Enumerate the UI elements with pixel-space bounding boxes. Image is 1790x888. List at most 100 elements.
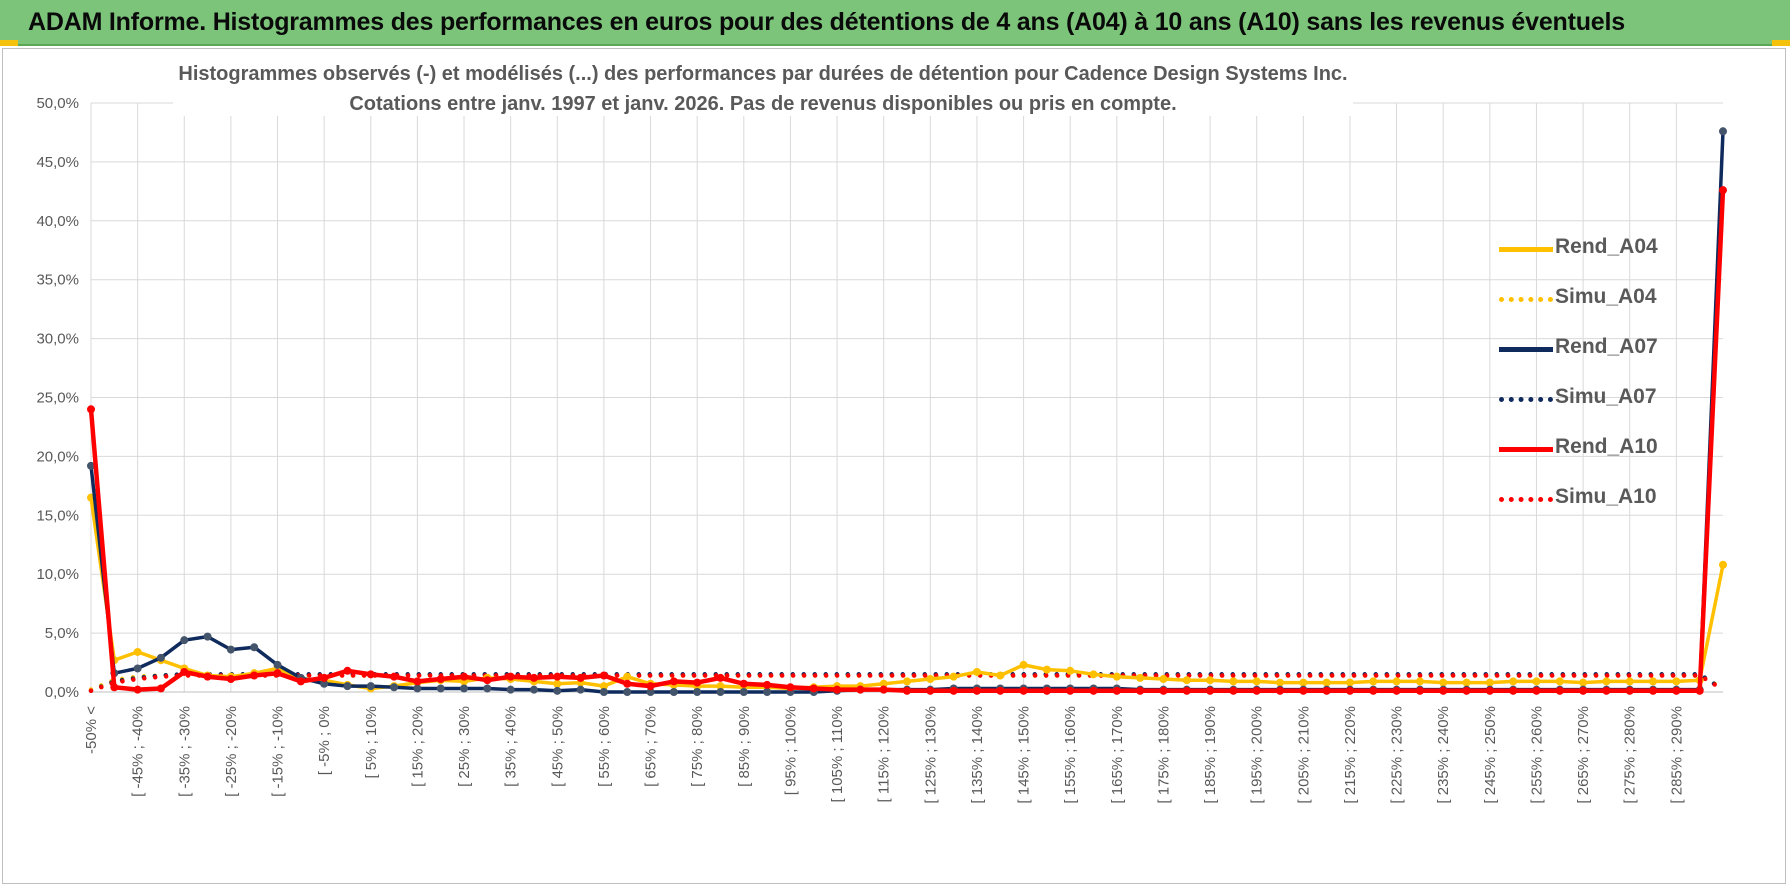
data-point [576, 673, 585, 682]
data-point [87, 461, 95, 470]
x-tick-label: [ 65% ; 70% [643, 706, 660, 787]
data-point [1649, 677, 1658, 686]
data-point [623, 688, 632, 696]
x-tick-label: [ -5% ; 0% [316, 706, 333, 775]
data-point [1322, 686, 1331, 695]
data-point [250, 643, 259, 652]
series-points-rend-a07 [87, 127, 1727, 696]
data-point [1625, 686, 1634, 695]
data-point [483, 676, 492, 685]
data-point [1532, 677, 1541, 686]
data-point [1299, 686, 1308, 695]
x-tick-label: [ 175% ; 180% [1155, 706, 1172, 804]
data-point [1042, 665, 1051, 674]
data-point [879, 679, 888, 688]
x-tick-label: [ 35% ; 40% [503, 706, 520, 787]
series-line-rend-a04 [89, 497, 1725, 691]
chart-subtitle: Cotations entre janv. 1997 et janv. 2026… [173, 93, 1353, 116]
data-point [1579, 678, 1588, 687]
x-tick-label: [ 185% ; 190% [1202, 706, 1219, 804]
data-point [366, 670, 375, 679]
gridlines [90, 102, 1723, 693]
data-point [1485, 686, 1494, 695]
data-point [1206, 686, 1215, 695]
data-point [926, 686, 935, 695]
chart-frame: 0,0% 5,0% 10,0% 15,0% 20,0% 25,0% 30,0% 35,0% 40… [2, 48, 1786, 884]
data-point [1252, 677, 1261, 686]
data-point [1672, 677, 1681, 686]
y-tick-label: 10,0% [36, 566, 79, 583]
legend-label: Rend_A07 [1555, 335, 1658, 358]
data-point [553, 686, 562, 695]
data-point [1136, 673, 1145, 682]
data-point [1042, 686, 1051, 695]
series-line-simu-a10 [88, 673, 1726, 694]
data-point [949, 686, 958, 695]
data-point [716, 682, 725, 691]
x-tick-label: [ 125% ; 130% [922, 706, 939, 804]
x-tick-label: [ 245% ; 250% [1482, 706, 1499, 804]
data-point [693, 678, 702, 687]
legend-item-simu-a07: Simu_A07 [1493, 377, 1673, 427]
x-tick-label: [ 5% ; 10% [363, 706, 380, 779]
legend-swatch [1499, 397, 1553, 402]
data-point [1579, 686, 1588, 695]
data-point [716, 688, 725, 696]
data-point [623, 679, 632, 688]
x-tick-label: [ 225% ; 230% [1389, 706, 1406, 804]
x-tick-label: [ 25% ; 30% [456, 706, 473, 787]
legend-swatch [1499, 347, 1553, 352]
data-point [1649, 686, 1658, 695]
data-point [1066, 666, 1075, 675]
data-point [320, 679, 329, 688]
data-point [856, 685, 865, 694]
x-tick-label: [ 145% ; 150% [1016, 706, 1033, 804]
data-point [1112, 686, 1121, 695]
header-corner-accent-left [0, 40, 18, 46]
data-point [1509, 677, 1518, 686]
data-point [1532, 686, 1541, 695]
data-point [1252, 686, 1261, 695]
data-point [599, 682, 608, 691]
data-point [1159, 675, 1168, 684]
data-point [1206, 676, 1215, 685]
data-point [879, 685, 888, 694]
data-point [553, 679, 562, 688]
x-tick-label: [ 135% ; 140% [969, 706, 986, 804]
data-point [250, 671, 259, 680]
x-tick-label: [ 265% ; 270% [1575, 706, 1592, 804]
data-point [926, 675, 935, 684]
y-tick-label: 0,0% [45, 684, 79, 701]
x-tick-label: [ 95% ; 100% [782, 706, 799, 795]
data-point [1485, 678, 1494, 687]
x-tick-labels: -50% < [ -45% ; -40% [ -35% ; -30% [ -25% ;… [83, 706, 1685, 804]
legend-item-simu-a04: Simu_A04 [1493, 277, 1673, 327]
y-tick-label: 35,0% [36, 272, 79, 289]
data-point [1019, 686, 1028, 695]
data-point [599, 671, 608, 680]
legend-label: Rend_A04 [1555, 235, 1658, 258]
y-tick-label: 45,0% [36, 154, 79, 171]
legend-label: Simu_A04 [1555, 285, 1657, 308]
data-point [972, 667, 981, 676]
data-point [669, 688, 678, 696]
data-point [1462, 678, 1471, 687]
data-point [1555, 686, 1564, 695]
data-point [436, 684, 445, 693]
data-point [1719, 560, 1727, 569]
data-point [1462, 686, 1471, 695]
data-point [646, 688, 655, 696]
data-point [763, 680, 772, 689]
data-point [646, 682, 655, 691]
series-line-rend-a07 [89, 131, 1725, 694]
data-point [1322, 678, 1331, 687]
x-tick-label: [ 105% ; 110% [829, 706, 846, 802]
x-tick-label: [ 195% ; 200% [1249, 706, 1266, 804]
data-point [296, 677, 305, 686]
data-point [1602, 677, 1611, 686]
data-point [1392, 686, 1401, 695]
y-tick-label: 50,0% [36, 95, 79, 112]
data-point [1182, 686, 1191, 695]
header-title: ADAM Informe. Histogrammes des performan… [28, 8, 1625, 36]
data-point [529, 673, 538, 682]
